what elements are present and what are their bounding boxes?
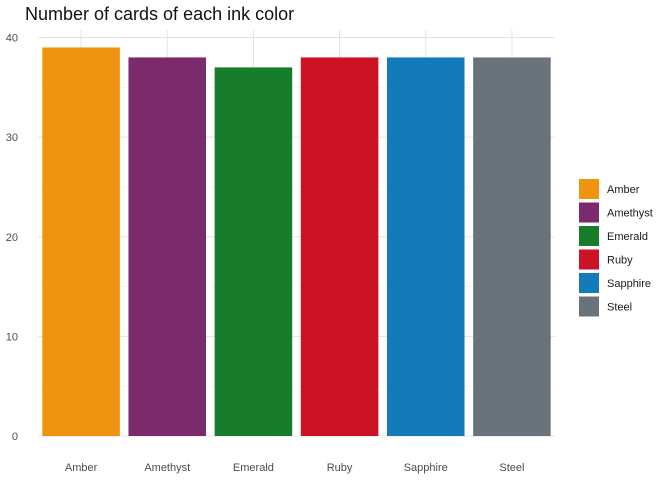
bar-amber xyxy=(42,47,120,437)
x-tick-label: Ruby xyxy=(327,462,353,474)
bar-ruby xyxy=(300,57,379,437)
legend-key-emerald xyxy=(579,226,599,246)
legend-label: Amethyst xyxy=(607,208,653,220)
x-tick-label: Emerald xyxy=(233,462,274,474)
y-tick-label: 10 xyxy=(6,331,18,343)
bar-steel xyxy=(473,57,551,437)
y-tick-label: 0 xyxy=(12,431,18,443)
x-tick-label: Sapphire xyxy=(404,462,448,474)
legend-key-amber xyxy=(579,179,599,199)
x-tick-label: Amber xyxy=(65,462,98,474)
chart-title: Number of cards of each ink color xyxy=(25,4,295,24)
bar-sapphire xyxy=(386,57,465,437)
legend-key-amethyst xyxy=(579,202,599,223)
legend-label: Ruby xyxy=(607,255,633,267)
y-tick-label: 30 xyxy=(6,132,18,144)
legend-label: Amber xyxy=(607,184,640,196)
bar-emerald xyxy=(214,67,293,436)
legend-label: Sapphire xyxy=(607,278,651,290)
legend-label: Emerald xyxy=(607,231,648,243)
x-tick-label: Steel xyxy=(499,462,524,474)
legend-key-ruby xyxy=(579,249,599,270)
legend-key-sapphire xyxy=(579,273,599,293)
y-tick-label: 20 xyxy=(6,232,18,244)
legend-label: Steel xyxy=(607,302,632,314)
bar-amethyst xyxy=(128,57,207,437)
y-tick-label: 40 xyxy=(6,33,18,45)
x-tick-label: Amethyst xyxy=(144,462,190,474)
legend-key-steel xyxy=(579,296,599,317)
